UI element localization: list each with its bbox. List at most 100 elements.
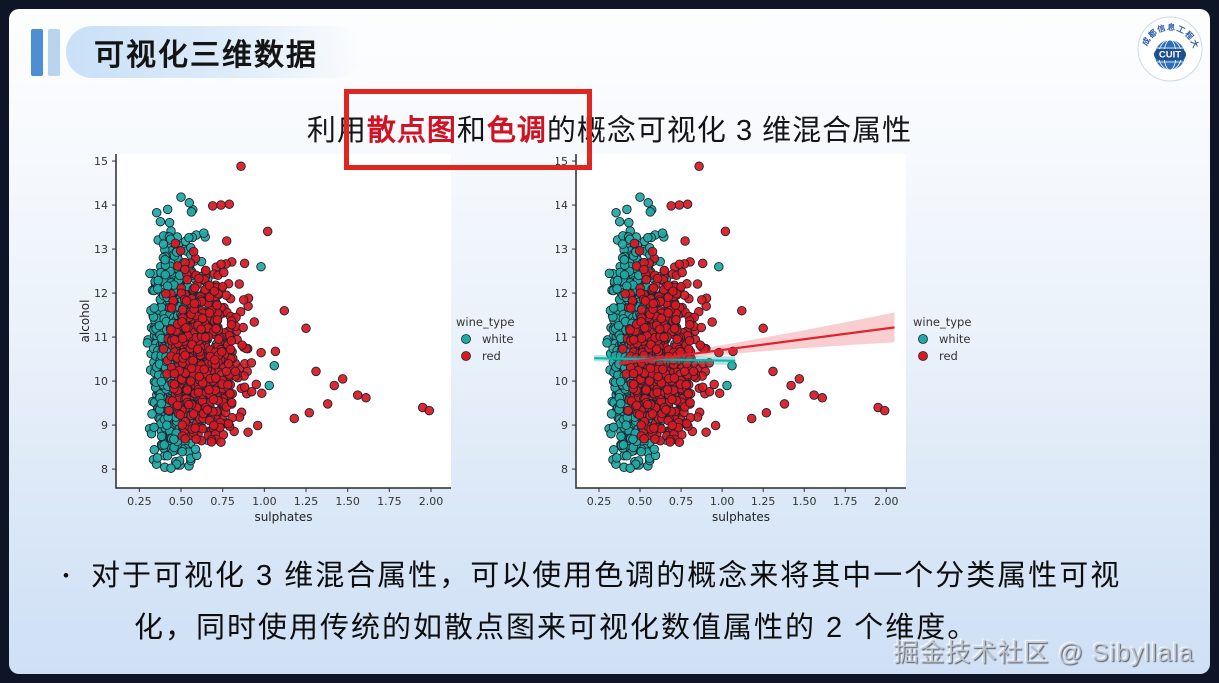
title-accent-bar-dark <box>31 29 43 76</box>
data-point <box>216 259 226 269</box>
data-point <box>223 418 234 429</box>
data-point <box>761 408 772 418</box>
data-point <box>184 399 194 410</box>
data-point <box>649 444 659 454</box>
data-point <box>657 228 668 238</box>
data-point <box>189 298 200 309</box>
data-point <box>652 387 662 398</box>
data-point <box>212 300 222 310</box>
data-point <box>661 405 671 415</box>
data-point <box>169 368 180 379</box>
x-tick-label: 1.25 <box>294 495 319 508</box>
subtitle-highlight-scatter: 散点图 <box>366 115 457 147</box>
data-point <box>162 281 173 291</box>
data-point <box>653 371 663 382</box>
data-point <box>223 358 234 369</box>
data-point <box>162 451 173 461</box>
data-point <box>190 423 200 433</box>
data-point <box>270 346 281 357</box>
data-point <box>685 397 695 408</box>
data-point <box>604 268 615 279</box>
data-point <box>246 386 257 397</box>
data-point <box>166 325 176 335</box>
data-point <box>648 298 658 309</box>
data-point <box>159 440 169 450</box>
x-tick-label: 1.00 <box>252 495 276 508</box>
data-point <box>640 323 650 333</box>
data-point <box>161 289 171 299</box>
data-point <box>619 255 630 265</box>
y-tick-label: 8 <box>101 463 108 476</box>
data-point <box>182 274 192 285</box>
data-point <box>714 261 724 272</box>
data-point <box>162 420 172 430</box>
x-tick-label: 0.50 <box>628 495 653 508</box>
slide-background: 可视化三维数据 成都信息工程大学 <box>9 9 1210 674</box>
data-point <box>622 281 632 291</box>
data-point <box>239 258 250 269</box>
data-point <box>238 295 249 305</box>
data-point <box>622 451 632 461</box>
data-point <box>621 420 631 430</box>
data-point <box>361 393 371 403</box>
data-point <box>682 199 693 209</box>
bullet-text-2: 化，同时使用传统的如散点图来可视化数值属性的 2 个维度。 <box>134 612 979 644</box>
right-scatter-chart-with-regression: 0.25 0.50 0.75 1.00 1.25 1.50 1.75 2.00 8 9 10 11 12… <box>538 146 1026 536</box>
data-point <box>671 314 681 325</box>
subtitle-segment: 的概念可视化 3 维混合属性 <box>546 115 913 147</box>
data-point <box>175 246 186 256</box>
data-point <box>216 200 226 210</box>
data-point <box>619 270 630 280</box>
data-point <box>668 286 678 296</box>
data-point <box>612 275 623 286</box>
axes: 0.25 0.50 0.75 1.00 1.25 1.50 1.75 2.00 8 9 10 11 12… <box>554 155 899 508</box>
data-point <box>170 238 181 249</box>
data-point <box>758 323 768 334</box>
data-point <box>879 405 890 416</box>
data-point <box>149 303 160 313</box>
data-point <box>817 393 828 403</box>
data-point <box>175 410 186 420</box>
data-point <box>618 440 629 450</box>
data-point <box>188 246 199 257</box>
data-point <box>615 376 626 387</box>
university-logo: 成都信息工程大学 CUIT <box>1133 9 1203 82</box>
logo-abbreviation: CUIT <box>1159 50 1181 61</box>
data-point <box>614 216 625 227</box>
data-point <box>226 336 237 346</box>
data-point <box>223 379 233 390</box>
data-point <box>643 232 653 243</box>
data-point <box>669 323 680 334</box>
data-point <box>239 382 250 392</box>
title-accent-bar-light <box>48 29 60 76</box>
data-point <box>158 344 169 354</box>
x-tick-label: 0.25 <box>127 495 152 508</box>
data-point <box>659 332 669 343</box>
bullet-marker: • <box>63 566 71 585</box>
y-tick-label: 13 <box>94 243 108 256</box>
data-point <box>608 422 619 433</box>
data-point <box>626 303 636 313</box>
y-tick-label: 12 <box>94 287 108 300</box>
y-tick-label: 15 <box>556 155 568 168</box>
data-point <box>688 366 699 377</box>
data-point <box>722 380 732 391</box>
data-point <box>155 216 166 227</box>
data-point <box>636 420 646 430</box>
title-container: 可视化三维数据 <box>66 26 361 78</box>
data-point <box>616 431 626 442</box>
data-point <box>237 340 247 350</box>
data-point <box>641 385 651 395</box>
data-point <box>615 398 626 409</box>
y-tick-label: 10 <box>94 375 108 388</box>
data-point <box>184 232 194 243</box>
data-point <box>153 284 163 294</box>
data-point <box>694 161 704 172</box>
data-point <box>164 405 174 416</box>
data-point <box>209 286 220 296</box>
legend-swatch-red <box>918 351 928 361</box>
series-red <box>158 161 435 447</box>
data-point <box>714 388 725 399</box>
